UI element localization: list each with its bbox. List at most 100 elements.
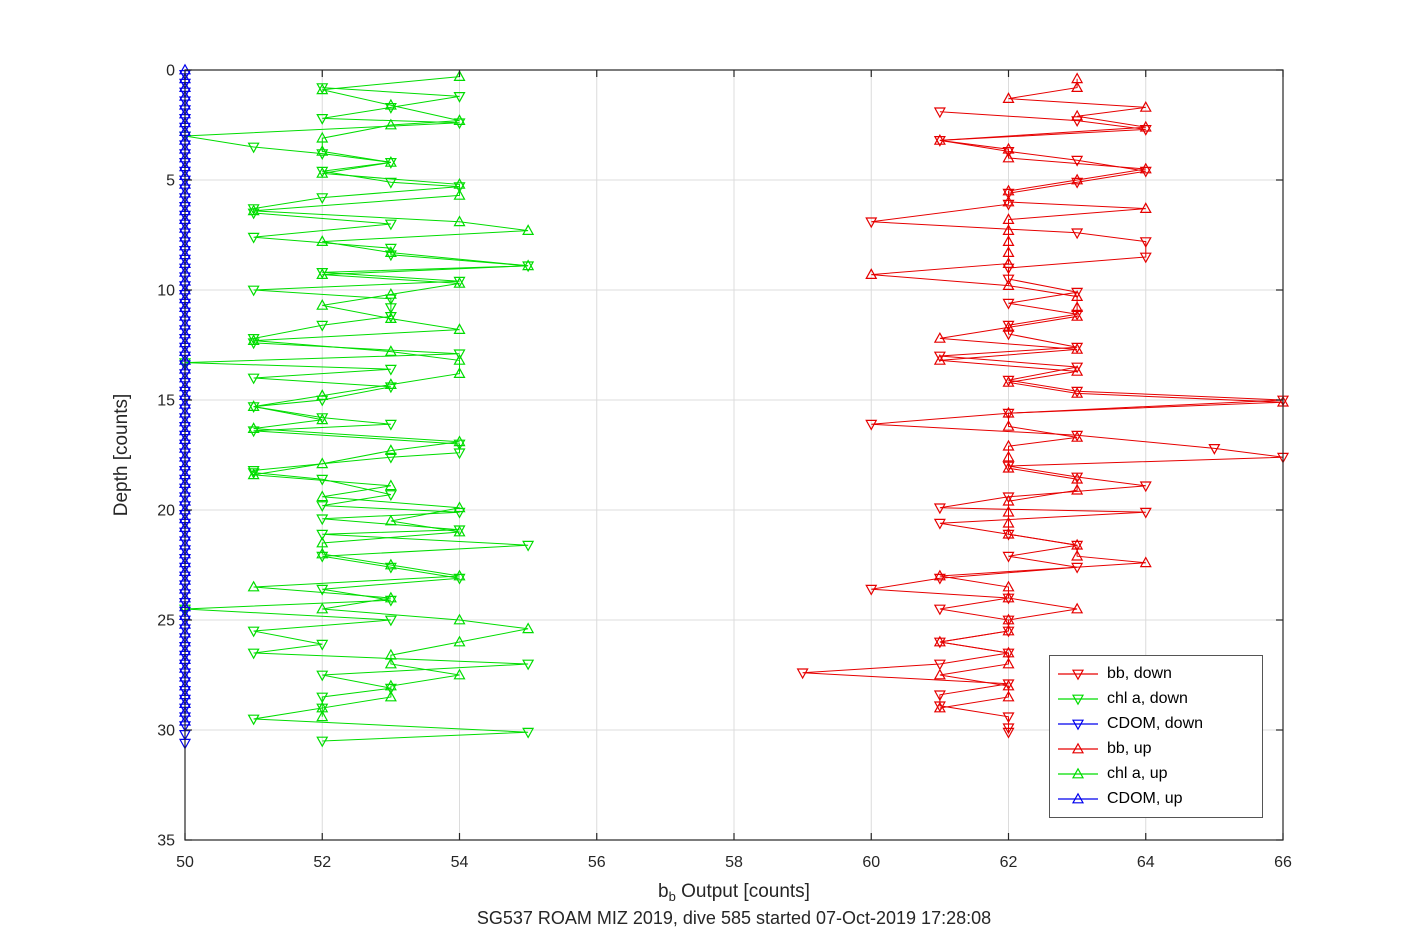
triangle-down-icon [1058,719,1098,731]
triangle-down-marker-icon [933,573,946,585]
series-chl-a-up [247,70,535,722]
triangle-up-marker-icon [384,514,397,526]
triangle-down-marker-icon [933,518,946,530]
triangle-down-marker-icon [796,668,809,680]
triangle-down-marker-icon [1002,188,1015,200]
triangle-up-marker-icon [316,389,329,400]
triangle-up-marker-icon [453,188,466,200]
triangle-up-marker-icon [1071,81,1084,92]
triangle-up-marker-icon [316,131,329,143]
triangle-down-marker-icon [1002,727,1015,739]
triangle-down-marker-icon [384,615,397,627]
triangle-down-marker-icon [384,294,397,306]
triangle-down-marker-icon [247,208,260,220]
triangle-down-marker-icon [933,690,946,702]
triangle-up-marker-icon [1071,173,1084,185]
x-tick-label: 56 [588,854,606,871]
x-tick-label: 60 [862,854,880,871]
triangle-down-marker-icon [1002,408,1015,420]
triangle-up-marker-icon [1002,450,1015,462]
triangle-up-marker-icon [1002,195,1015,207]
y-tick-label: 5 [166,173,175,190]
triangle-up-marker-icon [933,635,946,647]
triangle-up-marker-icon [1002,184,1015,196]
triangle-up-marker-icon [453,635,466,647]
triangle-up-marker-icon [384,657,397,669]
triangle-up-marker-icon [1071,549,1084,561]
triangle-up-marker-icon [522,259,535,271]
triangle-down-marker-icon [316,529,329,541]
triangle-up-marker-icon [453,569,466,581]
triangle-down-marker-icon [453,573,466,585]
triangle-up-marker-icon [316,710,329,722]
triangle-up-icon [1058,767,1098,779]
x-tick-label: 66 [1274,854,1292,871]
triangle-up-marker-icon [316,490,329,502]
triangle-down-marker-icon [1071,287,1084,299]
triangle-down-marker-icon [453,349,466,361]
triangle-down-marker-icon [384,595,397,607]
triangle-up-marker-icon [1002,505,1015,517]
legend-label: CDOM, up [1107,790,1183,808]
triangle-up-marker-icon [1071,290,1084,301]
triangle-up-marker-icon [247,580,260,592]
triangle-up-marker-icon [933,668,946,680]
triangle-down-marker-icon [1002,298,1015,310]
triangle-up-marker-icon [384,155,397,167]
triangle-down-marker-icon [1071,116,1084,128]
triangle-up-marker-icon [1002,439,1015,451]
triangle-down-marker-icon [522,261,535,273]
triangle-down-marker-icon [1002,147,1015,158]
triangle-up-marker-icon [522,224,535,235]
triangle-down-marker-icon [1139,507,1152,519]
triangle-up-marker-icon [384,246,397,257]
triangle-up-marker-icon [384,345,397,356]
triangle-up-marker-icon [933,353,946,365]
triangle-down-marker-icon [384,303,397,315]
triangle-down-marker-icon [933,604,946,616]
triangle-down-marker-icon [316,692,329,704]
triangle-down-marker-icon [316,501,329,513]
triangle-down-marker-icon [1139,125,1152,136]
x-tick-label: 50 [176,854,194,871]
triangle-down-marker-icon [1071,228,1084,240]
triangle-down-marker-icon [384,683,397,695]
x-tick-label: 62 [1000,854,1018,871]
legend-entry: chl a, down [1056,686,1258,711]
triangle-down-marker-icon [522,659,535,671]
triangle-up-marker-icon [384,679,397,691]
triangle-up-marker-icon [522,622,535,634]
triangle-up-marker-icon [1002,257,1015,268]
triangle-down-marker-icon [247,466,260,477]
legend: bb, down chl a, down CDOM, down bb, up chl a… [1049,655,1263,818]
triangle-up-marker-icon [1002,516,1015,528]
triangle-up-marker-icon [1139,120,1152,132]
triangle-up-marker-icon [1071,538,1084,550]
triangle-down-marker-icon [933,351,946,363]
triangle-up-marker-icon [1071,472,1084,484]
triangle-up-marker-icon [453,276,466,288]
x-tick-label: 58 [725,854,743,871]
x-tick-label: 64 [1137,854,1155,871]
triangle-down-marker-icon [384,562,397,574]
triangle-up-marker-icon [453,353,466,365]
triangle-down-marker-icon [1208,444,1221,455]
triangle-up-marker-icon [1002,461,1015,473]
triangle-down-marker-icon [384,219,397,231]
triangle-down-marker-icon [933,659,946,671]
triangle-up-marker-icon [316,268,329,279]
x-tick-label: 54 [451,854,469,871]
triangle-down-marker-icon [316,395,329,407]
triangle-down-marker-icon [1002,712,1015,724]
triangle-up-marker-icon [453,70,466,81]
triangle-up-marker-icon [933,569,946,581]
triangle-down-marker-icon [1002,329,1015,341]
triangle-down-marker-icon [384,364,397,376]
triangle-up-marker-icon [453,525,466,537]
triangle-down-marker-icon [865,584,878,596]
triangle-up-marker-icon [1002,580,1015,592]
triangle-up-marker-icon [384,287,397,299]
figure-subtitle: SG537 ROAM MIZ 2019, dive 585 started 07… [477,908,991,928]
triangle-down-marker-icon [453,439,466,451]
